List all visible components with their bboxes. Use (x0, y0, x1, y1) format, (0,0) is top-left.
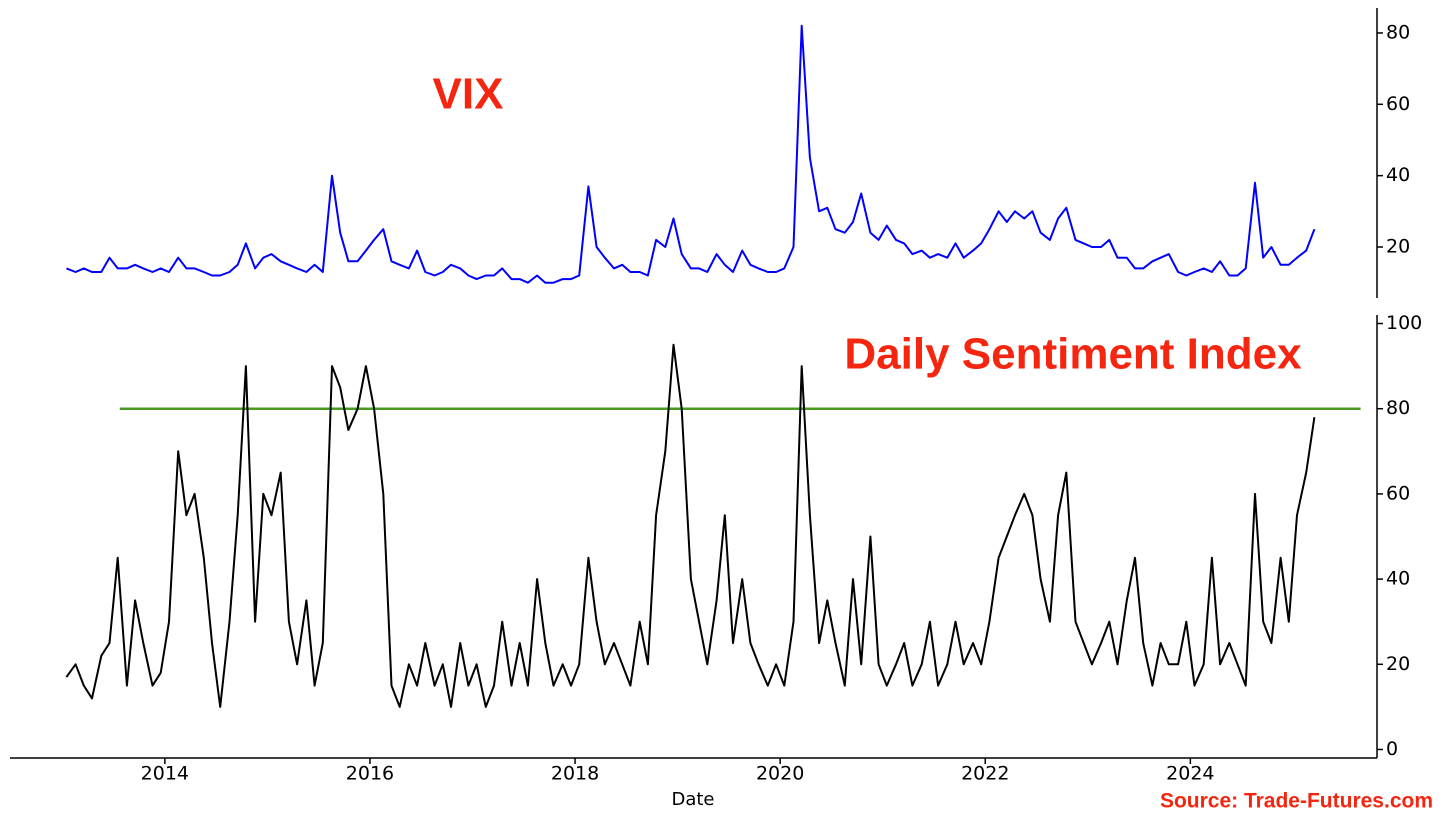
vix-annotation: VIX (433, 70, 504, 119)
y-tick-label: 40 (1386, 164, 1410, 186)
y-tick-label: 60 (1386, 93, 1410, 115)
x-tick-label: 2020 (756, 763, 804, 785)
y-tick-label: 100 (1386, 312, 1422, 334)
x-tick-label: 2024 (1166, 763, 1214, 785)
data-line (66, 24, 1316, 284)
y-tick-label: 0 (1386, 738, 1398, 760)
y-tick-label: 20 (1386, 653, 1410, 675)
y-tick-label: 80 (1386, 397, 1410, 419)
x-tick-label: 2018 (551, 763, 599, 785)
x-tick-label: 2022 (961, 763, 1009, 785)
y-tick-label: 20 (1386, 235, 1410, 257)
y-tick-label: 80 (1386, 21, 1410, 43)
x-tick-label: 2014 (141, 763, 189, 785)
dsi-annotation: Daily Sentiment Index (844, 330, 1302, 379)
y-tick-label: 40 (1386, 568, 1410, 590)
y-tick-label: 60 (1386, 482, 1410, 504)
data-line (65, 343, 1316, 708)
x-tick-label: 2016 (346, 763, 394, 785)
source-note: Source: Trade-Futures.com (1160, 790, 1433, 813)
x-axis-label: Date (671, 789, 714, 810)
